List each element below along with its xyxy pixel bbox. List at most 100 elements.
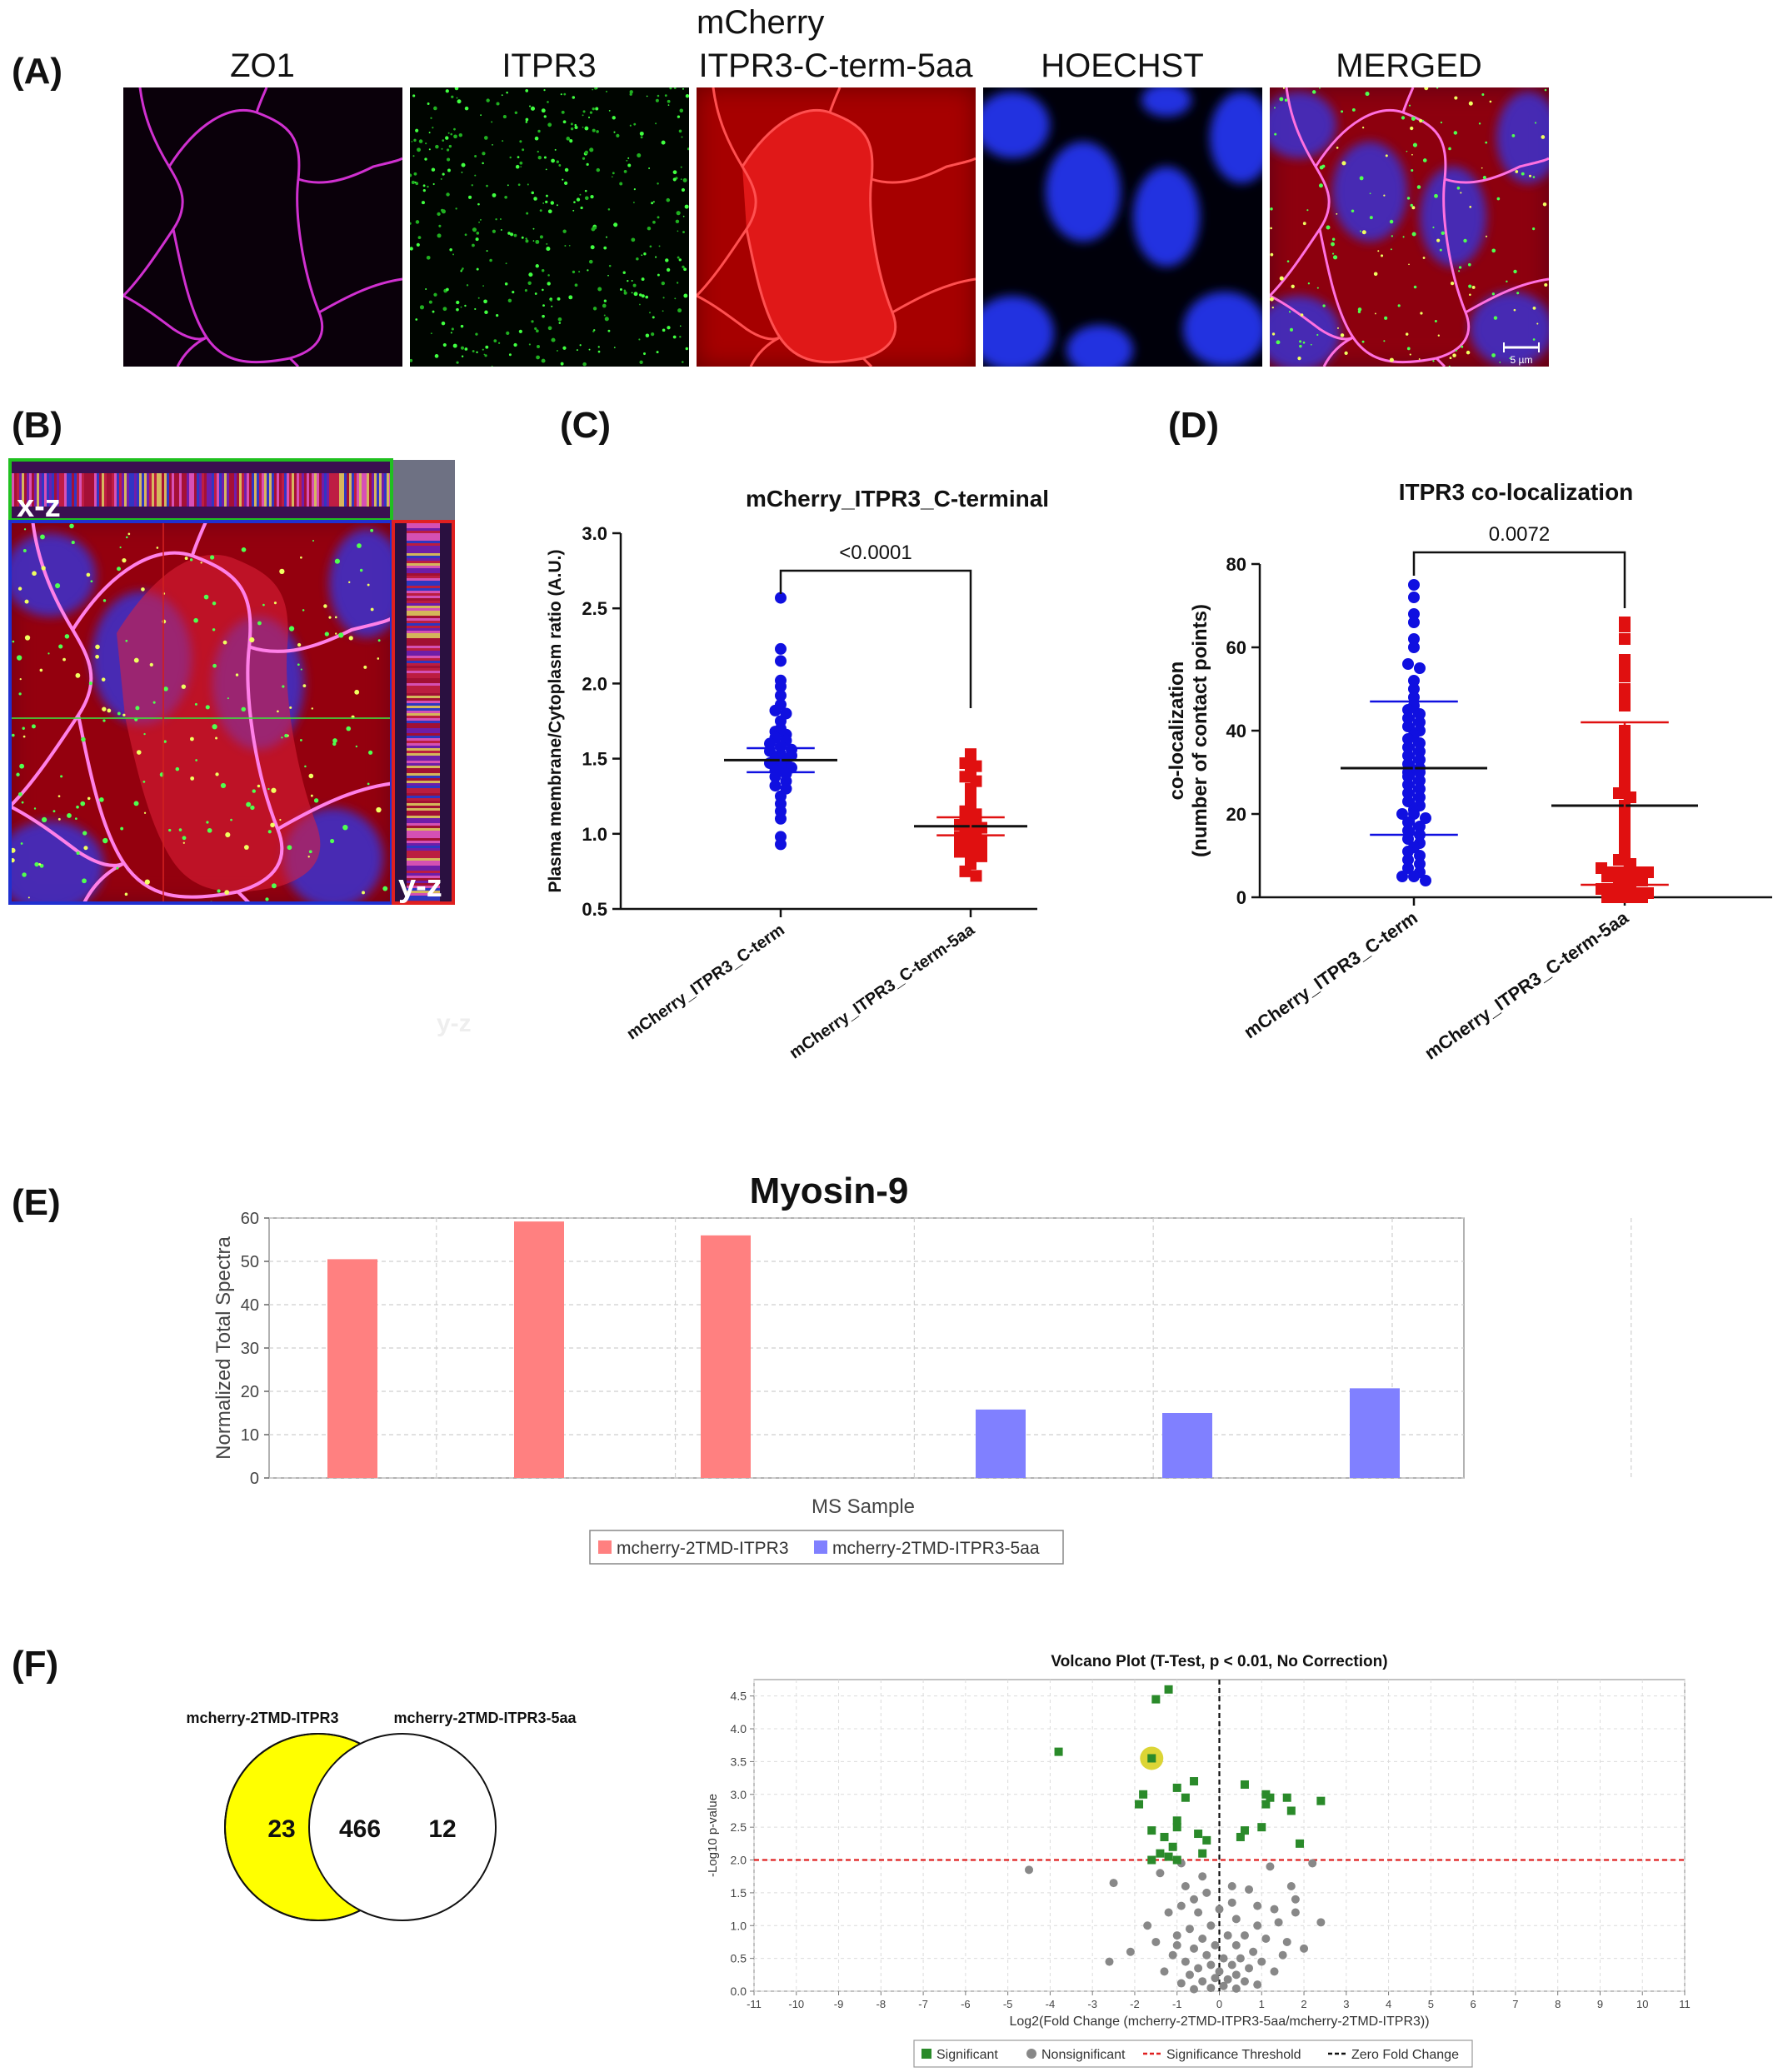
- ortho-punctum: [22, 726, 25, 730]
- data-point: [1414, 821, 1426, 832]
- itpr3-punctum: [508, 353, 512, 357]
- merged-punctum: [1321, 164, 1326, 168]
- itpr3-punctum: [497, 342, 501, 344]
- nonsignificant-point: [1253, 1921, 1262, 1930]
- itpr3-punctum: [447, 168, 451, 172]
- yz-row: [407, 556, 440, 558]
- yz-row: [407, 588, 440, 591]
- merged-punctum: [1478, 122, 1481, 125]
- ortho-punctum: [312, 540, 315, 542]
- itpr3-punctum: [414, 181, 417, 183]
- ortho-punctum: [136, 750, 142, 755]
- yz-row: [407, 743, 440, 746]
- merged-punctum: [1448, 365, 1451, 367]
- yz-row: [407, 566, 440, 568]
- itpr3-punctum: [562, 120, 567, 124]
- venn-unique-left: 23: [267, 1815, 295, 1843]
- xz-column: [374, 473, 377, 507]
- ortho-punctum: [267, 787, 270, 791]
- itpr3-punctum: [672, 177, 677, 182]
- y-tick-label: 0.0: [731, 1985, 747, 1998]
- significant-point: [1286, 1806, 1296, 1815]
- itpr3-punctum: [433, 106, 437, 111]
- itpr3-punctum: [535, 264, 539, 268]
- significance-label: 0.0072: [1489, 523, 1550, 546]
- merged-punctum: [1434, 193, 1438, 198]
- itpr3-punctum: [607, 208, 611, 211]
- itpr3-punctum: [460, 346, 465, 350]
- y-tick-label: 2.5: [582, 598, 607, 619]
- itpr3-punctum: [431, 167, 436, 172]
- yz-row: [407, 546, 440, 548]
- itpr3-punctum: [507, 184, 509, 187]
- merged-punctum: [1369, 216, 1373, 220]
- itpr3-punctum: [685, 93, 689, 98]
- yz-row: [407, 806, 440, 808]
- data-point: [959, 771, 971, 783]
- ortho-punctum: [241, 547, 247, 552]
- ortho-punctum: [230, 818, 232, 821]
- yz-row: [407, 576, 440, 578]
- itpr3-punctum: [683, 293, 688, 298]
- itpr3-punctum: [493, 339, 497, 342]
- merged-punctum: [1270, 297, 1274, 302]
- y-tick-label: 40: [241, 1296, 259, 1315]
- xz-column: [337, 473, 339, 507]
- y-tick-label: 2.0: [582, 673, 607, 694]
- itpr3-punctum: [452, 343, 457, 348]
- data-point: [1613, 891, 1625, 903]
- nonsignificant-point: [1231, 1970, 1241, 1980]
- significant-point: [1172, 1816, 1181, 1825]
- ortho-punctum: [362, 891, 365, 895]
- xz-column: [309, 473, 312, 507]
- ortho-punctum: [257, 621, 262, 626]
- merged-punctum: [1270, 252, 1274, 257]
- itpr3-punctum: [456, 361, 459, 364]
- itpr3-punctum: [604, 317, 609, 322]
- itpr3-punctum: [677, 256, 680, 259]
- itpr3-punctum: [458, 132, 462, 137]
- itpr3-punctum: [437, 212, 441, 217]
- itpr3-punctum: [597, 350, 601, 353]
- itpr3-punctum: [547, 326, 552, 331]
- yz-row: [407, 853, 440, 856]
- data-point: [1414, 754, 1426, 766]
- ortho-punctum: [307, 856, 310, 858]
- nonsignificant-point: [1198, 1872, 1207, 1881]
- data-point: [1402, 658, 1414, 670]
- significant-point: [1147, 1754, 1156, 1763]
- itpr3-punctum: [649, 245, 652, 248]
- itpr3-punctum: [474, 307, 477, 311]
- nonsignificant-point: [1143, 1921, 1152, 1930]
- yz-row: [407, 721, 440, 723]
- itpr3-punctum: [545, 168, 547, 171]
- merged-punctum: [1411, 206, 1416, 210]
- ortho-punctum: [90, 580, 93, 583]
- itpr3-punctum: [456, 97, 458, 99]
- merged-punctum: [1521, 172, 1525, 176]
- merged-punctum: [1406, 197, 1411, 200]
- xz-column: [229, 473, 232, 507]
- xz-column: [37, 473, 39, 507]
- itpr3-punctum: [556, 349, 558, 352]
- merged-punctum: [1452, 353, 1456, 357]
- itpr3-punctum: [592, 307, 597, 311]
- merged-punctum: [1412, 142, 1417, 147]
- merged-punctum: [1359, 176, 1364, 181]
- ortho-punctum: [189, 736, 194, 741]
- itpr3-punctum: [605, 90, 608, 92]
- merged-punctum: [1436, 238, 1441, 242]
- itpr3-punctum: [478, 221, 480, 223]
- ortho-punctum: [328, 616, 332, 619]
- xz-column: [239, 473, 242, 507]
- itpr3-punctum: [522, 148, 525, 152]
- ortho-punctum: [299, 738, 302, 741]
- itpr3-punctum: [619, 182, 623, 186]
- merged-punctum: [1424, 87, 1429, 91]
- nonsignificant-point: [1172, 1931, 1181, 1940]
- itpr3-punctum: [513, 233, 517, 237]
- itpr3-punctum: [681, 187, 686, 192]
- data-point: [775, 681, 787, 693]
- itpr3-punctum: [641, 254, 643, 257]
- y-tick-label: 0: [250, 1470, 259, 1488]
